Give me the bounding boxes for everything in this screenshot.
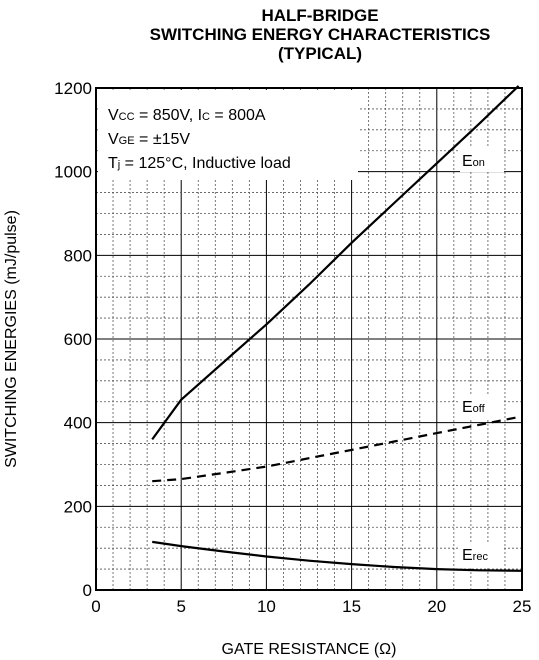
x-tick-label: 20 — [427, 597, 446, 616]
x-tick-label: 25 — [513, 597, 532, 616]
eon-label-bg — [460, 148, 504, 172]
condition-1-symbol: V — [108, 107, 119, 124]
condition-3-symbol: T — [108, 155, 118, 172]
y-axis-title: SWITCHING ENERGIES (mJ/pulse) — [3, 210, 20, 468]
series-line-eoff — [152, 415, 523, 483]
chart-title-line-1: HALF-BRIDGE — [261, 6, 379, 25]
x-tick-label: 5 — [176, 597, 185, 616]
series-line-eon — [151, 85, 520, 441]
condition-1-symbol-sub: CC — [119, 111, 135, 123]
x-tick-label: 15 — [342, 597, 361, 616]
y-tick-label: 1200 — [54, 79, 92, 98]
series-label-erec: Erec — [462, 547, 488, 564]
condition-line-3: Tj = 125°C, Inductive load — [108, 155, 291, 172]
condition-1-symbol-2-sub: C — [202, 111, 210, 123]
erec-label-bg — [460, 542, 504, 566]
chart-title-line-3: (TYPICAL) — [277, 44, 363, 63]
condition-line-2: VGE = ±15V — [108, 131, 190, 148]
series-label-eoff: Eoff — [462, 399, 486, 416]
series-lines — [151, 85, 523, 572]
y-tick-label: 0 — [83, 581, 92, 600]
condition-line-1: VCC = 850V, IC = 800A — [108, 107, 266, 124]
condition-2-value: = ±15V — [135, 131, 191, 148]
conditions-box — [98, 90, 358, 180]
condition-3-symbol-sub: j — [117, 159, 120, 171]
condition-2-symbol: V — [108, 131, 119, 148]
condition-3-value: = 125°C, Inductive load — [120, 155, 291, 172]
condition-1-value-b: = 800A — [210, 107, 266, 124]
y-tick-label: 800 — [64, 246, 92, 265]
y-tick-label: 1000 — [54, 163, 92, 182]
eoff-label-bg — [460, 394, 502, 418]
series-line-erec — [152, 540, 523, 572]
tick-labels: 0 5 10 15 20 25 0 200 400 600 800 1000 1200 — [54, 79, 531, 616]
plot-area-frame — [95, 87, 523, 591]
x-axis-title: GATE RESISTANCE (Ω) — [222, 641, 397, 658]
x-tick-label: 0 — [91, 597, 100, 616]
chart-title-line-2: SWITCHING ENERGY CHARACTERISTICS — [149, 25, 491, 44]
y-tick-label: 200 — [64, 497, 92, 516]
condition-2-symbol-sub: GE — [119, 135, 135, 147]
x-tick-label: 10 — [257, 597, 276, 616]
condition-1-value-a: = 850V, I — [135, 107, 202, 124]
series-label-eon: Eon — [462, 153, 485, 170]
y-tick-label: 600 — [64, 330, 92, 349]
y-tick-label: 400 — [64, 414, 92, 433]
